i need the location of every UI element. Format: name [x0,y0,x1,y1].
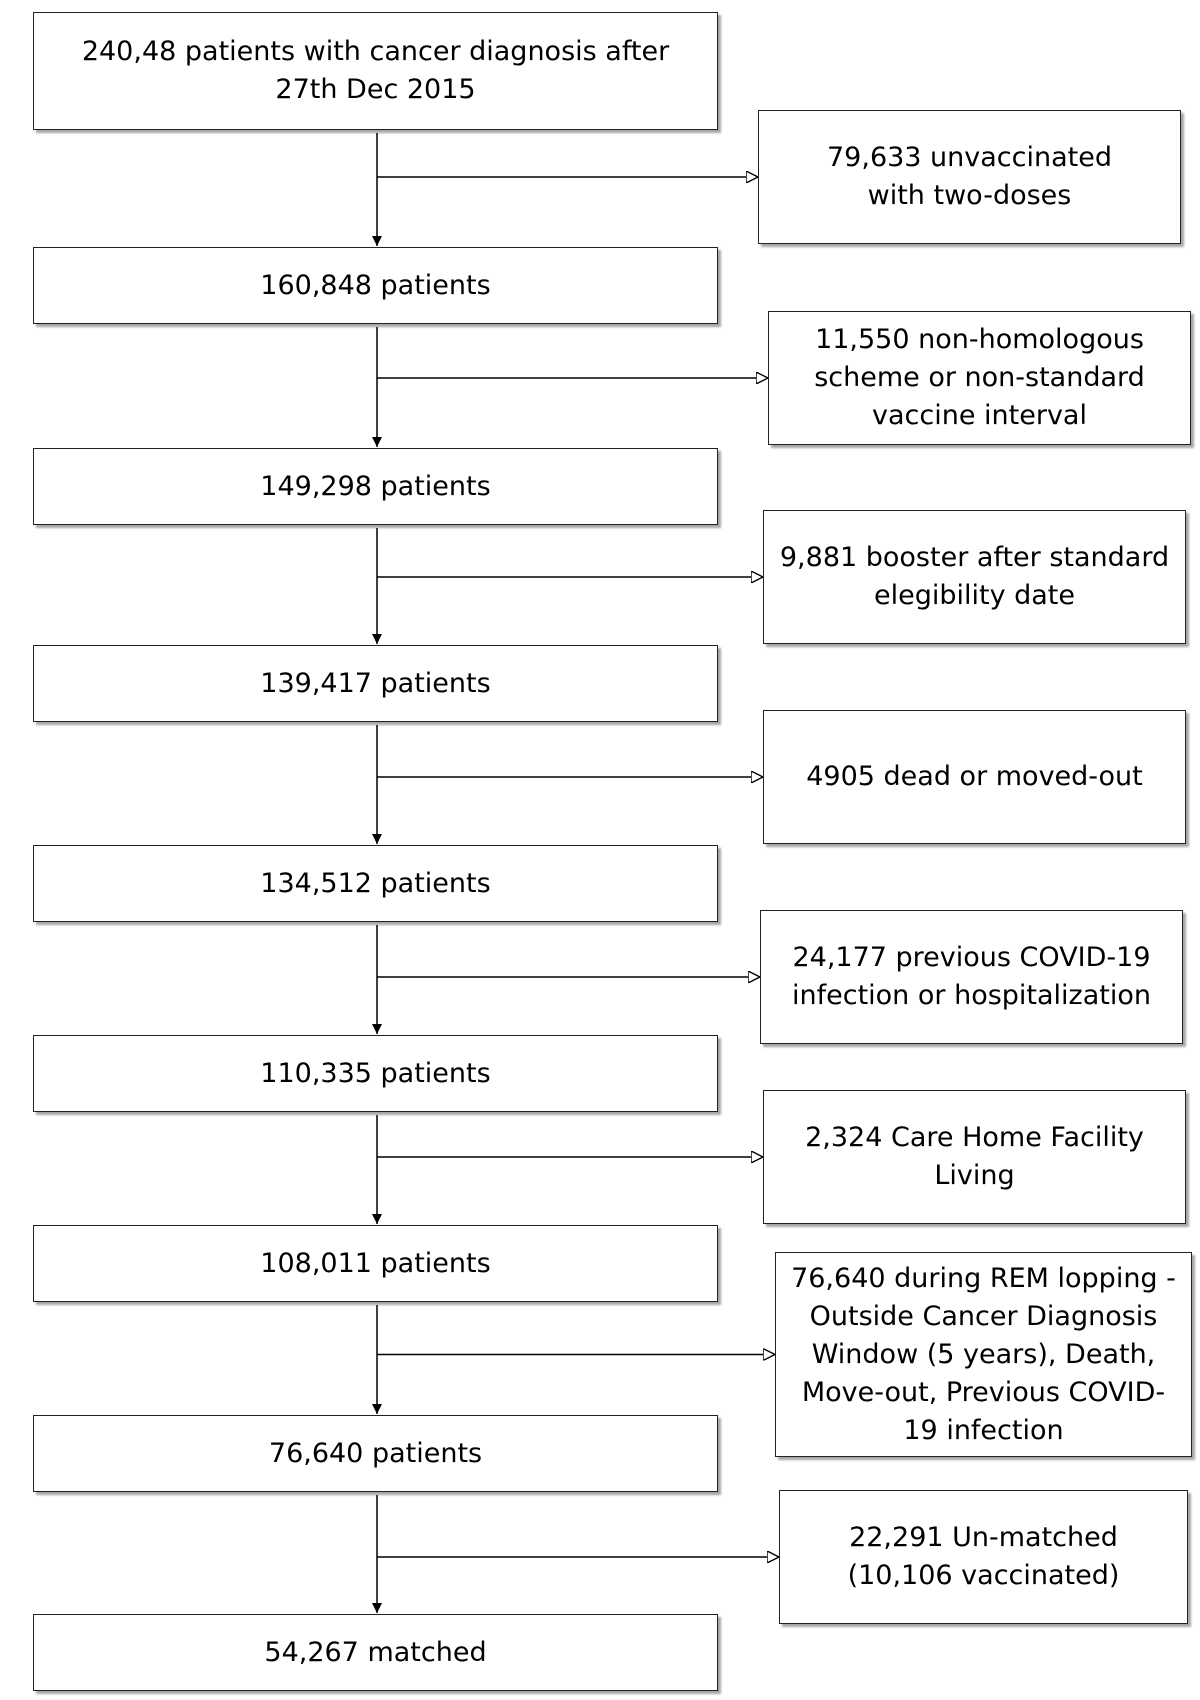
exclusion-box-7: 76,640 during REM lopping - Outside Canc… [775,1252,1192,1457]
main-box-7: 108,011 patients [33,1225,718,1302]
exclusion-box-5-label: 24,177 previous COVID-19 infection or ho… [792,942,1151,1011]
main-box-3: 149,298 patients [33,448,718,525]
main-box-3-label: 149,298 patients [260,470,491,502]
exclusion-box-2: 11,550 non-homologous scheme or non-stan… [768,311,1191,445]
main-box-7-label: 108,011 patients [260,1247,491,1279]
main-box-5-label: 134,512 patients [260,867,491,899]
exclusion-box-2-label: 11,550 non-homologous scheme or non-stan… [814,324,1145,431]
exclusion-box-6-label: 2,324 Care Home Facility Living [805,1122,1144,1191]
exclusion-box-6: 2,324 Care Home Facility Living [763,1090,1186,1224]
exclusion-box-4: 4905 dead or moved-out [763,710,1186,844]
exclusion-box-7-label: 76,640 during REM lopping - Outside Canc… [791,1262,1176,1446]
main-box-6: 110,335 patients [33,1035,718,1112]
main-box-1: 240,48 patients with cancer diagnosis af… [33,12,718,130]
main-box-1-label: 240,48 patients with cancer diagnosis af… [81,36,670,105]
exclusion-box-3: 9,881 booster after standard elegibility… [763,510,1186,644]
exclusion-box-4-label: 4905 dead or moved-out [806,761,1143,792]
exclusion-box-8: 22,291 Un-matched (10,106 vaccinated) [779,1490,1188,1624]
main-box-5: 134,512 patients [33,845,718,922]
main-box-4: 139,417 patients [33,645,718,722]
exclusion-box-3-label: 9,881 booster after standard elegibility… [779,542,1170,611]
main-box-4-label: 139,417 patients [260,667,491,699]
main-box-9: 54,267 matched [33,1614,718,1691]
main-box-6-label: 110,335 patients [260,1057,491,1089]
exclusion-box-8-label: 22,291 Un-matched (10,106 vaccinated) [847,1522,1120,1591]
exclusion-box-1-label: 79,633 unvaccinated with two-doses [827,142,1112,211]
exclusion-box-1: 79,633 unvaccinated with two-doses [758,110,1181,244]
main-box-2-label: 160,848 patients [260,269,491,301]
exclusion-box-5: 24,177 previous COVID-19 infection or ho… [760,910,1183,1044]
main-box-9-label: 54,267 matched [264,1636,487,1668]
main-box-2: 160,848 patients [33,247,718,324]
main-box-8: 76,640 patients [33,1415,718,1492]
main-box-8-label: 76,640 patients [268,1437,483,1469]
